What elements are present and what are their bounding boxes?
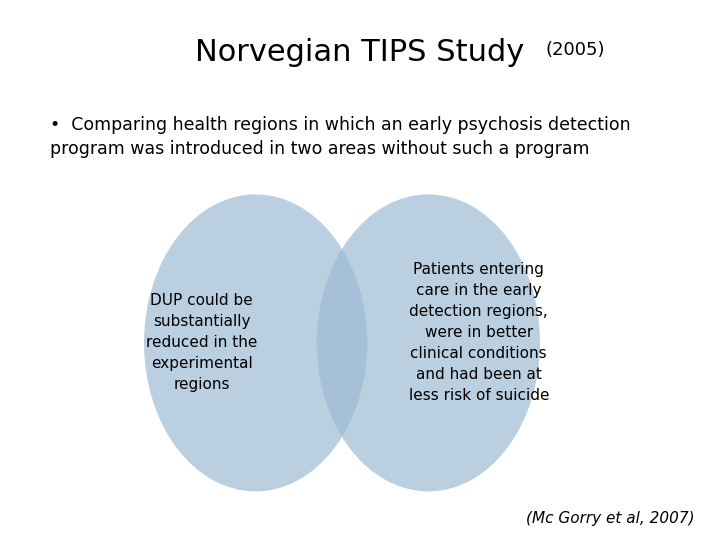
Text: DUP could be
substantially
reduced in the
experimental
regions: DUP could be substantially reduced in th…	[146, 293, 257, 393]
Text: Norvegian TIPS Study: Norvegian TIPS Study	[195, 38, 525, 67]
Ellipse shape	[144, 194, 367, 491]
Ellipse shape	[317, 194, 540, 491]
Text: (Mc Gorry et al, 2007): (Mc Gorry et al, 2007)	[526, 511, 695, 526]
Text: Patients entering
care in the early
detection regions,
were in better
clinical c: Patients entering care in the early dete…	[408, 261, 549, 403]
Text: (2005): (2005)	[546, 41, 606, 59]
Text: •  Comparing health regions in which an early psychosis detection
program was in: • Comparing health regions in which an e…	[50, 116, 631, 158]
